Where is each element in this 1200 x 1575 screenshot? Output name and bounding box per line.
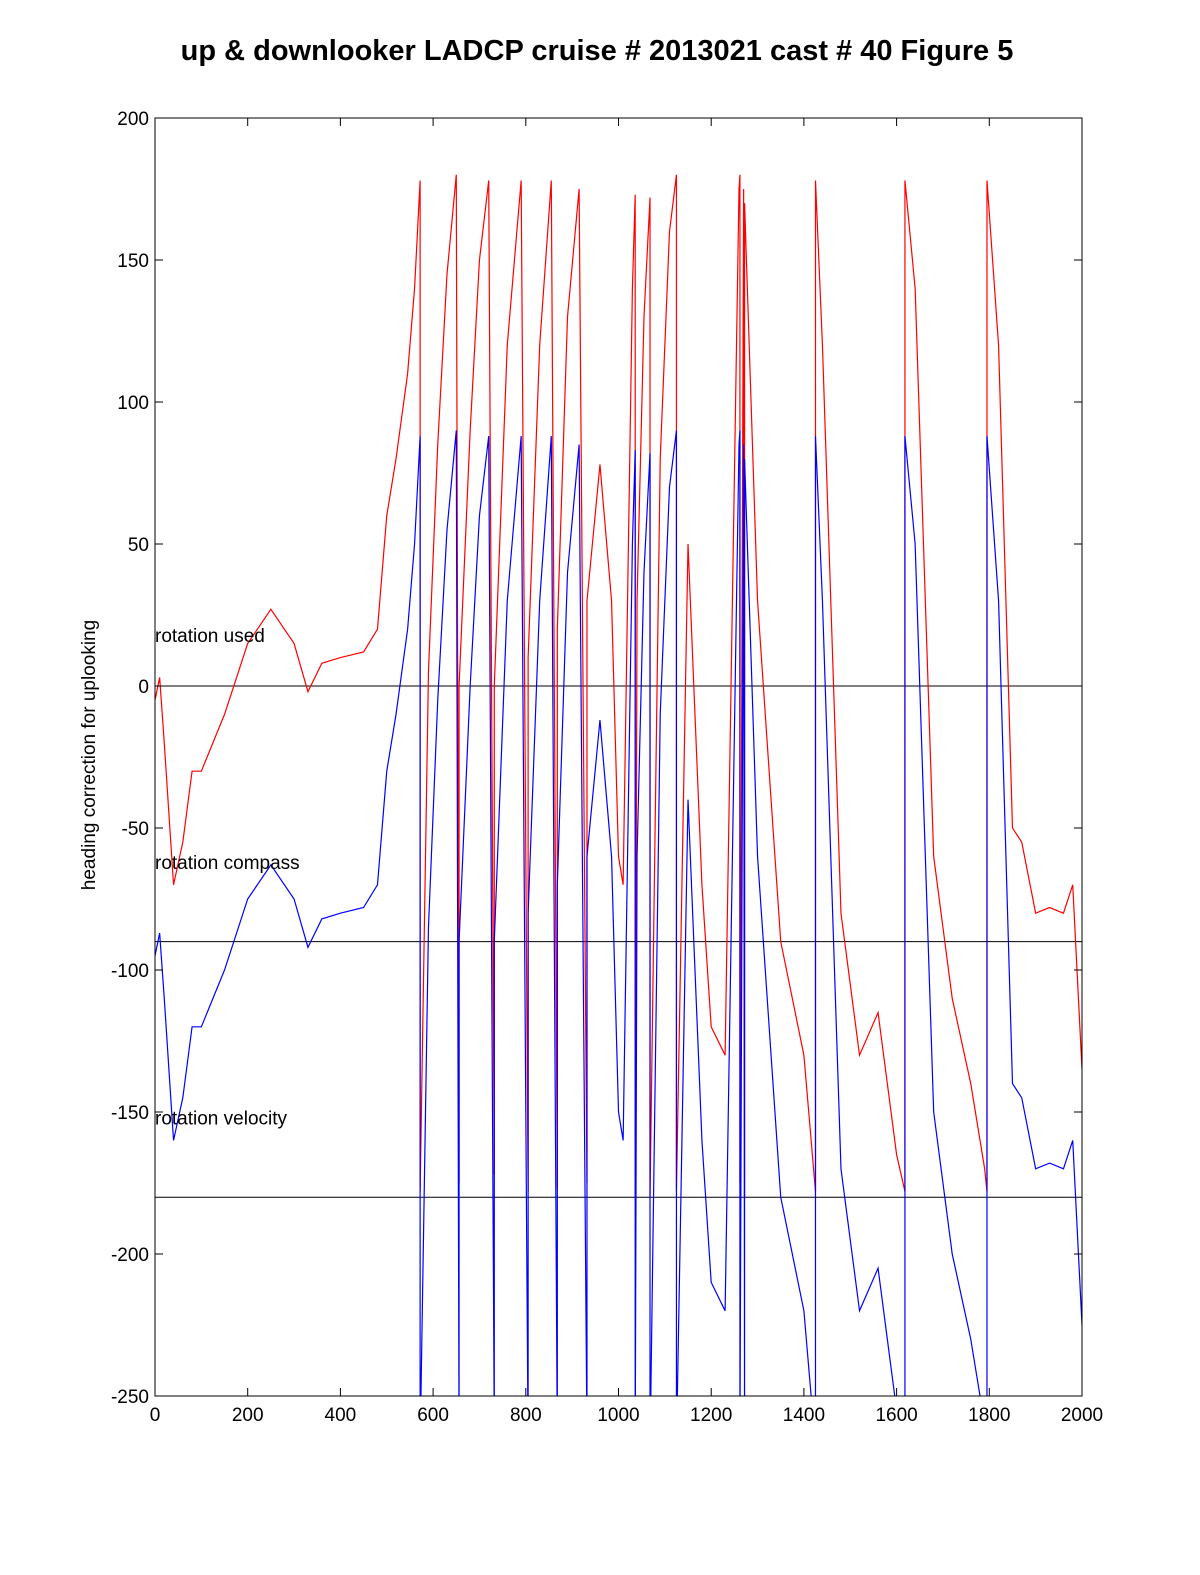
x-tick-label: 0 [150, 1405, 161, 1426]
y-tick-label: 0 [138, 677, 149, 698]
series-layer [155, 174, 1082, 1396]
x-tick-label: 1000 [597, 1405, 639, 1426]
y-tick-label: 50 [128, 535, 149, 556]
x-tick-label: 400 [325, 1405, 357, 1426]
chart-title: up & downlooker LADCP cruise # 2013021 c… [181, 35, 1014, 67]
y-tick-label: -50 [122, 819, 149, 840]
x-tick-label: 1600 [875, 1405, 917, 1426]
y-tick-label: 200 [117, 109, 149, 130]
annotations-layer: rotation used rotation compass rotation ve… [155, 626, 300, 1130]
y-tick-label: -200 [111, 1245, 149, 1266]
axes-layer: 0 200 400 600 800 1000 1200 1400 1600 1800 2000-25… [111, 109, 1103, 1426]
y-tick-label: -150 [111, 1103, 149, 1124]
x-tick-label: 1200 [690, 1405, 732, 1426]
annotation-0: rotation used [155, 626, 265, 647]
plot-frame [154, 117, 1083, 1397]
x-tick-label: 200 [232, 1405, 264, 1426]
series-line-1 [155, 430, 1082, 1396]
y-tick-label: 100 [117, 393, 149, 414]
x-tick-label: 1800 [968, 1405, 1010, 1426]
y-tick-label: -100 [111, 961, 149, 982]
y-tick-label: -250 [111, 1387, 149, 1408]
annotation-2: rotation velocity [155, 1109, 288, 1130]
x-tick-label: 800 [510, 1405, 542, 1426]
x-tick-label: 2000 [1061, 1405, 1103, 1426]
annotation-1: rotation compass [155, 853, 300, 874]
x-tick-label: 600 [417, 1405, 449, 1426]
y-axis-label: heading correction for uplooking [79, 620, 100, 890]
y-tick-label: 150 [117, 251, 149, 272]
x-tick-label: 1400 [783, 1405, 825, 1426]
reference-lines [155, 685, 1082, 1198]
